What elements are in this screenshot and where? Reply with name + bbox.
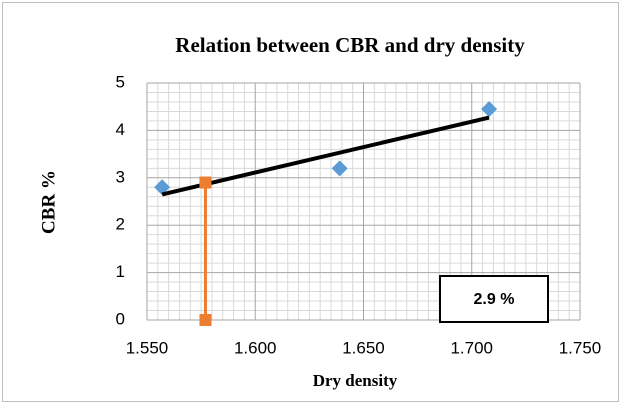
x-tick-label: 1.550: [126, 338, 169, 357]
trendline: [161, 115, 490, 197]
annotation-box: [439, 275, 549, 323]
x-tick-label: 1.700: [450, 338, 493, 357]
y-axis-label: CBR %: [38, 170, 59, 234]
x-tick-label: 1.600: [234, 338, 277, 357]
y-tick-label: 4: [116, 120, 125, 139]
y-tick-label: 2: [116, 215, 125, 234]
y-tick-label: 5: [116, 72, 125, 91]
point: [331, 160, 348, 177]
annotation: 2.9 %: [474, 291, 515, 308]
chart-frame: [2, 2, 619, 402]
x-tick-label: 1.750: [559, 338, 602, 357]
chart-title: Relation between CBR and dry density: [175, 33, 525, 57]
point: [199, 314, 212, 326]
y-tick-label: 1: [116, 262, 125, 281]
point: [154, 179, 171, 196]
point: [481, 101, 498, 118]
x-axis-label: Dry density: [313, 371, 398, 390]
y-tick-label: 0: [116, 309, 125, 328]
point: [199, 176, 212, 189]
x-tick-label: 1.650: [342, 338, 385, 357]
y-tick-label: 3: [116, 167, 125, 186]
